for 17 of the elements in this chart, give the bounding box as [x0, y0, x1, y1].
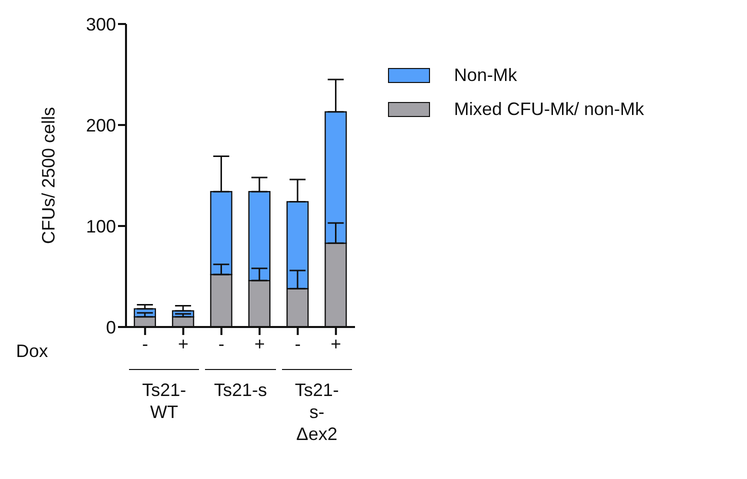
x-tick-label: + [330, 334, 342, 354]
x-tick-label: + [254, 334, 265, 354]
text: Ts21-s [212, 379, 268, 401]
legend-label: Non-Mk [454, 64, 518, 86]
text: Ts21-s-Δex2 [294, 379, 340, 445]
text: Ts21-WT [141, 379, 188, 423]
y-tick-label: 0 [106, 317, 116, 338]
y-axis-title: CFUs/ 2500 cells [38, 106, 58, 244]
x-tick-label: - [218, 334, 224, 354]
x-tick-label: + [178, 334, 189, 354]
legend-label: Mixed CFU-Mk/ non-Mk [454, 98, 644, 120]
y-tick-label: 300 [86, 14, 116, 34]
x-tick-label: - [142, 334, 148, 354]
x-tick-label: - [294, 334, 301, 354]
text: Dox [16, 341, 48, 362]
y-tick-label: 100 [86, 216, 116, 236]
y-tick-label: 200 [86, 115, 116, 136]
